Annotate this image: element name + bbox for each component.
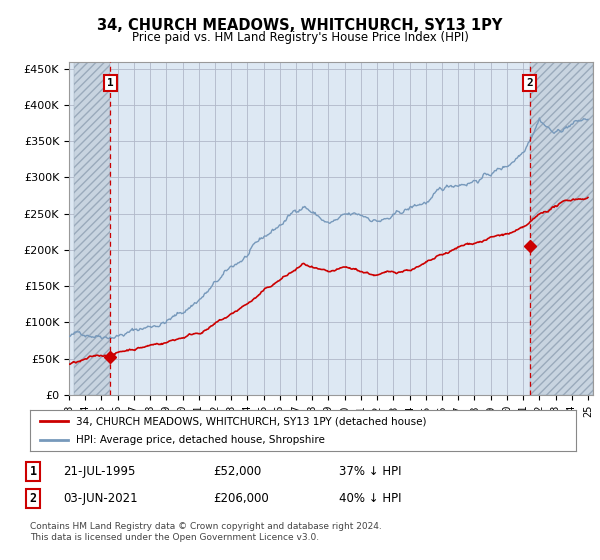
Text: HPI: Average price, detached house, Shropshire: HPI: Average price, detached house, Shro…	[76, 435, 325, 445]
Text: £52,000: £52,000	[213, 465, 261, 478]
Text: 2: 2	[29, 492, 37, 505]
Text: 40% ↓ HPI: 40% ↓ HPI	[339, 492, 401, 505]
Text: 34, CHURCH MEADOWS, WHITCHURCH, SY13 1PY: 34, CHURCH MEADOWS, WHITCHURCH, SY13 1PY	[97, 18, 503, 34]
Text: Contains HM Land Registry data © Crown copyright and database right 2024.
This d: Contains HM Land Registry data © Crown c…	[30, 522, 382, 542]
Text: 37% ↓ HPI: 37% ↓ HPI	[339, 465, 401, 478]
Bar	[74, 62, 110, 395]
Text: 2: 2	[527, 78, 533, 88]
Text: 1: 1	[29, 465, 37, 478]
Text: £206,000: £206,000	[213, 492, 269, 505]
Text: 03-JUN-2021: 03-JUN-2021	[63, 492, 137, 505]
Text: 34, CHURCH MEADOWS, WHITCHURCH, SY13 1PY (detached house): 34, CHURCH MEADOWS, WHITCHURCH, SY13 1PY…	[76, 417, 427, 426]
Bar	[74, 62, 110, 395]
Text: 1: 1	[107, 78, 114, 88]
Text: Price paid vs. HM Land Registry's House Price Index (HPI): Price paid vs. HM Land Registry's House …	[131, 31, 469, 44]
Bar	[530, 62, 593, 395]
Bar	[530, 62, 593, 395]
Text: 21-JUL-1995: 21-JUL-1995	[63, 465, 136, 478]
